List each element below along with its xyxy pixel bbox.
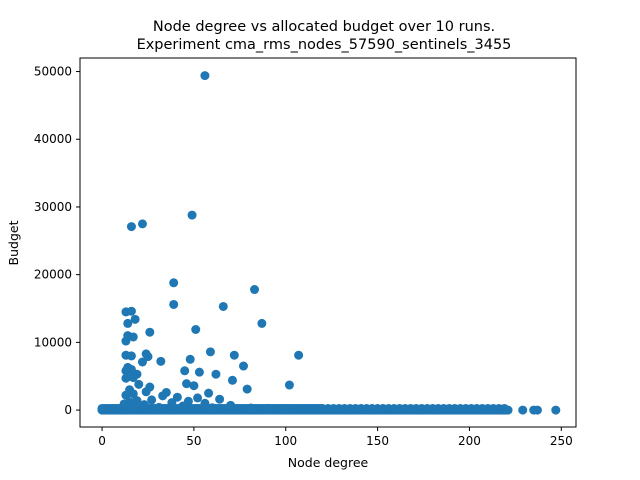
x-tick-label: 150 — [366, 434, 389, 448]
data-point — [130, 314, 140, 324]
data-point — [137, 219, 147, 229]
data-point — [123, 318, 133, 328]
x-tick-label: 100 — [274, 434, 297, 448]
data-point — [194, 367, 204, 377]
data-point — [189, 381, 199, 391]
data-point — [147, 395, 157, 405]
data-point — [126, 306, 136, 316]
data-point — [193, 393, 203, 403]
data-point — [242, 384, 252, 394]
data-point — [121, 373, 131, 383]
data-point — [128, 332, 138, 342]
data-point — [126, 222, 136, 232]
data-point — [169, 278, 179, 288]
data-point — [180, 366, 190, 376]
data-point — [156, 356, 166, 366]
data-point — [134, 379, 144, 389]
data-point — [154, 402, 164, 412]
y-tick-label: 0 — [64, 403, 72, 417]
data-point — [158, 391, 168, 401]
data-point — [169, 299, 179, 309]
data-point — [218, 301, 228, 311]
data-point — [532, 405, 542, 415]
data-point — [172, 392, 182, 402]
y-axis-label: Budget — [6, 220, 21, 265]
data-point — [257, 318, 267, 328]
x-tick-label: 0 — [98, 434, 106, 448]
data-point — [200, 398, 210, 408]
data-point — [294, 350, 304, 360]
plot-frame — [79, 57, 577, 428]
data-point — [130, 402, 140, 412]
data-point — [211, 369, 221, 379]
data-point — [226, 400, 236, 410]
y-tick-label: 30000 — [34, 200, 72, 214]
chart-subtitle: Experiment cma_rms_nodes_57590_sentinels… — [137, 37, 512, 53]
data-point — [503, 405, 513, 415]
data-point — [128, 389, 138, 399]
data-point — [518, 405, 528, 415]
x-axis-label: Node degree — [288, 455, 369, 470]
data-point — [126, 351, 136, 361]
data-point — [246, 403, 256, 413]
x-tick-label: 200 — [458, 434, 481, 448]
data-point — [227, 375, 237, 385]
data-point — [187, 210, 197, 220]
data-point — [128, 373, 138, 383]
data-point — [204, 388, 214, 398]
data-point — [121, 390, 131, 400]
data-point — [551, 405, 561, 415]
y-tick-label: 40000 — [34, 132, 72, 146]
data-point — [207, 403, 217, 413]
data-point — [215, 394, 225, 404]
y-tick-label: 10000 — [34, 335, 72, 349]
data-point — [229, 350, 239, 360]
data-point — [277, 404, 287, 414]
scatter-points — [97, 71, 561, 415]
data-point — [145, 327, 155, 337]
data-point — [185, 354, 195, 364]
x-tick-label: 250 — [550, 434, 573, 448]
data-point — [178, 401, 188, 411]
data-point — [191, 325, 201, 334]
data-point — [262, 403, 272, 413]
data-point — [239, 361, 248, 371]
data-point — [119, 399, 129, 409]
data-point — [205, 347, 215, 357]
y-tick-label: 20000 — [34, 268, 72, 282]
data-point — [121, 336, 131, 346]
data-point — [143, 352, 153, 362]
data-point — [137, 357, 147, 367]
data-point — [139, 400, 149, 410]
x-tick-label: 50 — [186, 434, 201, 448]
data-point — [182, 379, 192, 389]
data-point — [141, 387, 151, 397]
y-tick-label: 50000 — [34, 65, 72, 79]
chart-title: Node degree vs allocated budget over 10 … — [153, 19, 495, 35]
data-point — [200, 71, 210, 81]
y-axis-ticks: 0 10000 20000 30000 40000 50000 — [34, 65, 80, 417]
x-axis-ticks: 0 50 100 150 200 250 — [98, 427, 573, 448]
data-point — [167, 398, 177, 408]
data-point — [284, 380, 294, 390]
data-point — [250, 285, 260, 295]
